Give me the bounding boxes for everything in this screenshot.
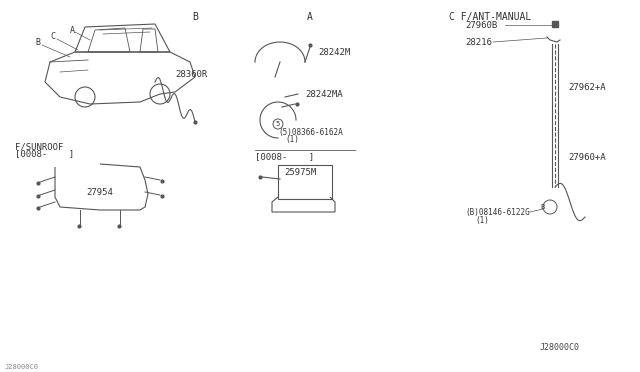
Text: B: B — [35, 38, 40, 46]
Text: B: B — [192, 12, 198, 22]
Text: (1): (1) — [475, 215, 489, 224]
Text: J28000C0: J28000C0 — [5, 364, 39, 370]
Text: A: A — [70, 26, 74, 35]
Text: C: C — [51, 32, 56, 41]
Text: 27960+A: 27960+A — [568, 153, 605, 161]
Text: J28000C0: J28000C0 — [540, 343, 580, 352]
Text: 28360R: 28360R — [175, 70, 207, 78]
Text: (1): (1) — [285, 135, 299, 144]
Text: C F/ANT-MANUAL: C F/ANT-MANUAL — [449, 12, 531, 22]
Text: (B)08146-6122G: (B)08146-6122G — [465, 208, 530, 217]
Text: A: A — [307, 12, 313, 22]
Text: 28242MA: 28242MA — [305, 90, 342, 99]
Text: [0008-    ]: [0008- ] — [255, 153, 314, 161]
Text: (5)08366-6162A: (5)08366-6162A — [278, 128, 343, 137]
Text: 25975M: 25975M — [284, 167, 316, 176]
Text: 28216: 28216 — [465, 38, 492, 46]
Text: 28242M: 28242M — [318, 48, 350, 57]
Text: 27962+A: 27962+A — [568, 83, 605, 92]
Text: F/SUNROOF: F/SUNROOF — [15, 142, 63, 151]
Text: 5: 5 — [276, 121, 280, 127]
Text: 27954: 27954 — [86, 187, 113, 196]
Text: B: B — [541, 204, 545, 210]
Text: [0008-    ]: [0008- ] — [15, 150, 74, 158]
Text: 27960B: 27960B — [465, 20, 497, 29]
